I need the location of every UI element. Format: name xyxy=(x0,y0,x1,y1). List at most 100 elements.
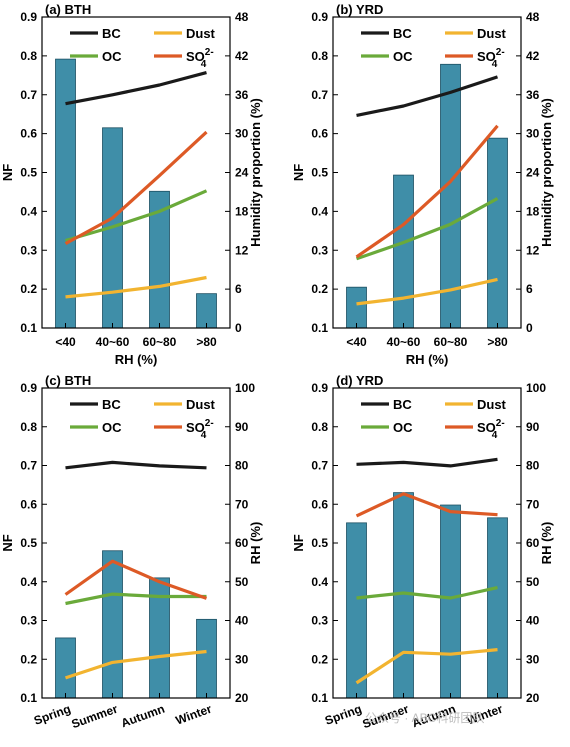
y2-tick-label: 60 xyxy=(526,536,540,550)
y-tick-label: 0.7 xyxy=(20,459,37,473)
y-tick-label: 0.3 xyxy=(311,243,328,257)
y2-tick-label: 12 xyxy=(526,243,540,257)
y2-tick-label: 20 xyxy=(235,691,249,705)
bar-1 xyxy=(346,522,367,699)
panel-title: (a) BTH xyxy=(45,2,91,17)
series-line-dust xyxy=(355,648,498,685)
panel-3: 0.1 0.2 0.3 0.4 0.5 0.6 0.7 0.8 0.9 20 30 40 50 60 70 8… xyxy=(0,373,263,731)
bar-1 xyxy=(55,58,76,329)
legend-label-oc: OC xyxy=(102,420,122,435)
panel-4: 0.1 0.2 0.3 0.4 0.5 0.6 0.7 0.8 0.9 20 30 40 50 60 70 8… xyxy=(291,373,554,731)
y-tick-label: 0.9 xyxy=(20,381,37,395)
x-tick-label: <40 xyxy=(346,335,367,349)
y2-tick-label: 24 xyxy=(235,166,249,180)
y2-axis-label: Humidity proportion (%) xyxy=(539,98,554,247)
y-tick-label: 0.5 xyxy=(311,536,328,550)
series-line-so4 xyxy=(64,130,208,246)
x-axis-label: RH (%) xyxy=(115,352,158,367)
y2-tick-label: 40 xyxy=(526,614,540,628)
y2-axis-label: RH (%) xyxy=(248,522,263,565)
y2-tick-label: 30 xyxy=(235,652,249,666)
x-axis-label: RH (%) xyxy=(406,352,449,367)
x-tick-label: Spring xyxy=(323,702,363,728)
y-tick-label: 0.9 xyxy=(311,381,328,395)
legend-label-so4: SO2-4 xyxy=(186,418,214,441)
y-tick-label: 0.2 xyxy=(311,652,328,666)
x-tick-label: >80 xyxy=(487,335,508,349)
y2-tick-label: 100 xyxy=(235,381,255,395)
y-axis-label: NF xyxy=(0,534,15,551)
legend-label-bc: BC xyxy=(102,26,121,41)
x-tick-label: >80 xyxy=(196,335,217,349)
y-tick-label: 0.1 xyxy=(311,321,328,335)
panel-title: (b) YRD xyxy=(336,2,383,17)
y2-tick-label: 6 xyxy=(235,282,242,296)
y2-tick-label: 80 xyxy=(526,459,540,473)
series-line-so4 xyxy=(355,124,499,259)
y-tick-label: 0.7 xyxy=(311,88,328,102)
series-line-bc xyxy=(356,457,498,468)
bar-4 xyxy=(196,618,217,699)
y2-tick-label: 36 xyxy=(235,88,249,102)
bar-4 xyxy=(196,293,217,329)
y-tick-label: 0.3 xyxy=(311,614,328,628)
panel-2: 0.1 0.2 0.3 0.4 0.5 0.6 0.7 0.8 0.9 0 6 12 18 24 30 36 4… xyxy=(291,2,554,367)
y-tick-label: 0.9 xyxy=(20,10,37,24)
y-axis-label: NF xyxy=(291,534,306,551)
legend-label-bc: BC xyxy=(393,397,412,412)
series-line-dust xyxy=(64,649,207,680)
y2-tick-label: 6 xyxy=(526,282,533,296)
panel-1: 0.1 0.2 0.3 0.4 0.5 0.6 0.7 0.8 0.9 0 6 12 18 24 30 36 4… xyxy=(0,2,263,367)
legend-label-so4: SO2-4 xyxy=(477,47,505,70)
y-tick-label: 0.4 xyxy=(311,204,328,218)
legend-label-oc: OC xyxy=(393,49,413,64)
x-tick-label: 60~80 xyxy=(143,335,177,349)
panels: 0.1 0.2 0.3 0.4 0.5 0.6 0.7 0.8 0.9 0 6 12 18 24 30 36 4… xyxy=(0,2,554,731)
x-tick-label: Summer xyxy=(70,702,120,732)
y-tick-label: 0.9 xyxy=(311,10,328,24)
y-tick-label: 0.1 xyxy=(20,321,37,335)
y2-tick-label: 70 xyxy=(526,497,540,511)
x-tick-label: Winter xyxy=(174,702,214,728)
legend-label-dust: Dust xyxy=(477,397,507,412)
legend-label-dust: Dust xyxy=(186,26,216,41)
y2-tick-label: 30 xyxy=(526,127,540,141)
y-tick-label: 0.3 xyxy=(20,614,37,628)
y2-tick-label: 48 xyxy=(235,10,249,24)
y-tick-label: 0.3 xyxy=(20,243,37,257)
bar-1 xyxy=(346,286,367,329)
legend-label-oc: OC xyxy=(393,420,413,435)
legend-label-so4: SO2-4 xyxy=(477,418,505,441)
y2-tick-label: 48 xyxy=(526,10,540,24)
y2-tick-label: 90 xyxy=(526,420,540,434)
y-tick-label: 0.2 xyxy=(311,282,328,296)
bar-2 xyxy=(393,174,414,329)
y2-tick-label: 40 xyxy=(235,614,249,628)
y2-tick-label: 50 xyxy=(235,575,249,589)
y-tick-label: 0.8 xyxy=(311,420,328,434)
y-tick-label: 0.4 xyxy=(311,575,328,589)
y-tick-label: 0.1 xyxy=(20,691,37,705)
y-tick-label: 0.6 xyxy=(20,497,37,511)
panel-title: (d) YRD xyxy=(336,373,383,388)
y-tick-label: 0.2 xyxy=(20,282,37,296)
y-tick-label: 0.6 xyxy=(20,127,37,141)
y2-tick-label: 80 xyxy=(235,459,249,473)
series-line-bc xyxy=(65,71,207,106)
legend-label-so4: SO2-4 xyxy=(186,47,214,70)
y2-tick-label: 18 xyxy=(526,204,540,218)
legend-label-dust: Dust xyxy=(477,26,507,41)
y-tick-label: 0.8 xyxy=(311,49,328,63)
legend-label-bc: BC xyxy=(393,26,412,41)
bar-3 xyxy=(440,504,461,699)
y2-tick-label: 36 xyxy=(526,88,540,102)
panel-title: (c) BTH xyxy=(45,373,91,388)
y2-tick-label: 50 xyxy=(526,575,540,589)
series-line-oc xyxy=(356,586,498,600)
y2-tick-label: 12 xyxy=(235,243,249,257)
series-line-dust xyxy=(65,275,207,299)
y-axis-label: NF xyxy=(291,164,306,181)
y2-tick-label: 24 xyxy=(526,166,540,180)
y2-tick-label: 30 xyxy=(235,127,249,141)
